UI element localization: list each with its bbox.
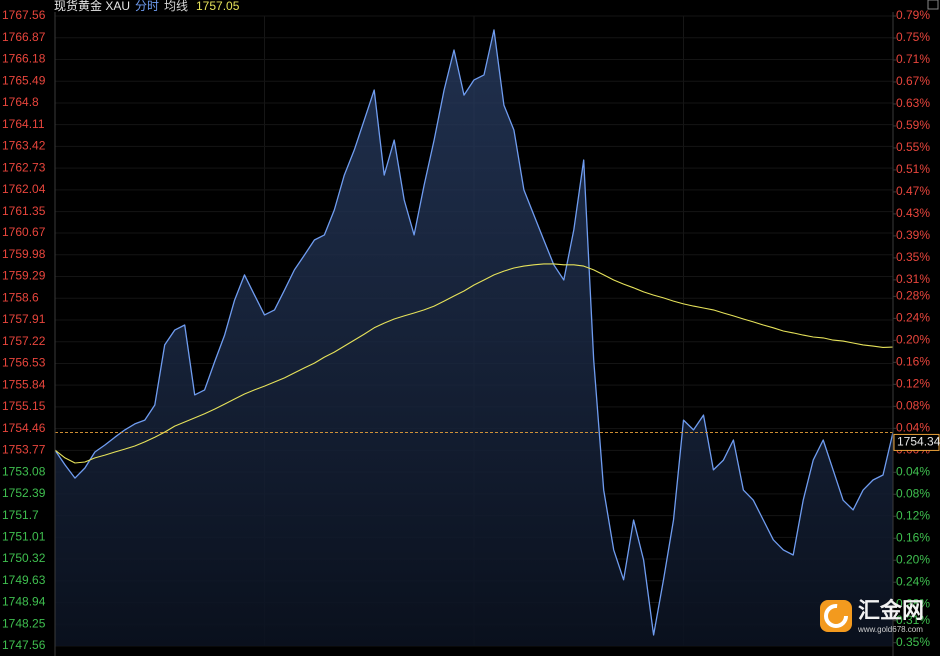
y-tick-label: 1764.8 <box>2 95 39 109</box>
legend-label: 均线 <box>164 0 188 13</box>
y-tick-label: 1758.6 <box>2 290 39 304</box>
y2-tick-label: 0.75% <box>896 30 930 44</box>
logo <box>820 600 852 632</box>
y2-tick-label: 0.04% <box>896 464 930 478</box>
y2-tick-label: 0.31% <box>896 613 930 627</box>
y-tick-label: 1755.15 <box>2 399 46 413</box>
y-tick-label: 1765.49 <box>2 73 46 87</box>
y-tick-label: 1766.18 <box>2 52 46 66</box>
watermark-name: 汇金网 <box>858 598 924 623</box>
y2-tick-label: 0.67% <box>896 74 930 88</box>
y2-tick-label: 0.28% <box>896 596 930 610</box>
y2-tick-label: 0.35% <box>896 635 930 649</box>
y2-tick-label: 0.79% <box>896 8 930 22</box>
y2-tick-label: 0.20% <box>896 333 930 347</box>
y-tick-label: 1750.32 <box>2 551 46 565</box>
y-tick-label: 1753.08 <box>2 464 46 478</box>
average-line <box>54 263 894 464</box>
y2-tick-label: 0.35% <box>896 250 930 264</box>
y-tick-label: 1751.7 <box>2 508 39 522</box>
y-tick-label: 1751.01 <box>2 529 46 543</box>
y-tick-label: 1762.73 <box>2 160 46 174</box>
y2-tick-label: 0.20% <box>896 552 930 566</box>
y-tick-label: 1759.98 <box>2 247 46 261</box>
y-tick-label: 1764.11 <box>2 117 45 131</box>
y2-tick-label: 0.12% <box>896 376 930 390</box>
y2-tick-label: 0.31% <box>896 272 930 286</box>
y2-tick-label: 0.59% <box>896 118 930 132</box>
y-tick-label: 1760.67 <box>2 225 46 239</box>
y-tick-label: 1752.39 <box>2 486 46 500</box>
y-tick-label: 1762.04 <box>2 182 46 196</box>
y2-tick-label: 0.63% <box>896 96 930 110</box>
y2-tick-label: 0.08% <box>896 398 930 412</box>
price-line <box>54 29 894 636</box>
legend-label: 分时 <box>135 0 159 13</box>
watermark-url: www.gold678.com <box>857 625 923 634</box>
y-tick-label: 1763.42 <box>2 139 46 153</box>
y-tick-label: 1767.56 <box>2 8 46 22</box>
y-tick-label: 1753.77 <box>2 443 46 457</box>
y-tick-label: 1748.94 <box>2 595 46 609</box>
y-tick-label: 1757.22 <box>2 334 46 348</box>
y-tick-label: 1747.56 <box>2 638 46 652</box>
y2-tick-label: 0.43% <box>896 206 930 220</box>
y2-tick-label: 0.16% <box>896 355 930 369</box>
y-tick-label: 1759.29 <box>2 269 46 283</box>
y-tick-label: 1748.25 <box>2 616 46 630</box>
last-price-box <box>893 433 940 451</box>
y2-tick-label: 0.55% <box>896 140 930 154</box>
corner-icon-box <box>927 0 939 10</box>
area-fill <box>55 29 893 646</box>
average-value: 1757.05 <box>196 0 240 13</box>
y2-tick-label: 0.47% <box>896 184 930 198</box>
y-tick-label: 1761.35 <box>2 204 46 218</box>
chart-title: 现货黄金 XAU <box>54 0 130 13</box>
y-tick-label: 1766.87 <box>2 30 46 44</box>
y2-tick-label: 0.28% <box>896 289 930 303</box>
y2-tick-label: 0.39% <box>896 228 930 242</box>
y2-tick-label: 0.24% <box>896 574 930 588</box>
y2-tick-label: 0.51% <box>896 162 930 176</box>
y2-tick-label: 0.08% <box>896 486 930 500</box>
y2-tick-label: 0.04% <box>896 420 930 434</box>
y-tick-label: 1754.46 <box>2 421 46 435</box>
y2-tick-label: 0.24% <box>896 311 930 325</box>
y-tick-label: 1756.53 <box>2 356 46 370</box>
y2-tick-label: 0.71% <box>896 52 930 66</box>
corner-icon <box>927 0 939 10</box>
logo-mark <box>824 604 848 628</box>
y-tick-label: 1749.63 <box>2 573 46 587</box>
y-tick-label: 1755.84 <box>2 377 46 391</box>
last-price-label: 1754.34 <box>897 435 940 449</box>
axes: 1767.56 1766.87 1766.18 1765.49 1764.8 1764.1… <box>2 8 940 656</box>
y2-tick-label: 0.16% <box>896 530 930 544</box>
y2-tick-label: 0.12% <box>896 508 930 522</box>
plot <box>54 29 894 646</box>
y-tick-label: 1757.91 <box>2 312 46 326</box>
